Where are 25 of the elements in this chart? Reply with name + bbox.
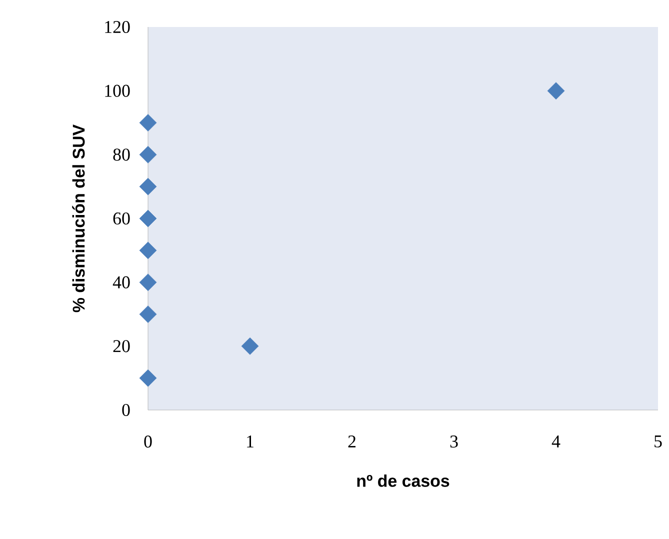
point (241, 337, 259, 355)
point (139, 178, 157, 196)
point (139, 114, 157, 132)
y-tick-label: 120 (105, 20, 130, 34)
y-tick-label: 40 (112, 276, 130, 288)
y-tick-label: 60 (113, 212, 130, 225)
point (139, 274, 157, 292)
point (139, 146, 157, 164)
x-tick-label: 5 (654, 436, 662, 448)
y-tick-label: 80 (113, 148, 130, 161)
x-tick-label: 3 (450, 436, 458, 448)
x-tick-label: 0 (144, 436, 152, 448)
y-tick-label: 20 (113, 340, 130, 352)
x-tick-label: 4 (552, 436, 560, 448)
point (139, 369, 157, 387)
point (139, 306, 157, 323)
x-tick-label: 1 (247, 436, 254, 448)
y-tick-label: 0 (122, 404, 130, 416)
point (139, 242, 157, 260)
y-axis-title: % disminución del SUV (72, 124, 85, 312)
point (139, 210, 157, 228)
x-tick-label: 2 (348, 436, 356, 448)
y-tick-label: 100 (105, 84, 130, 97)
x-axis-title: nº de casos (357, 474, 450, 487)
point (547, 82, 565, 100)
